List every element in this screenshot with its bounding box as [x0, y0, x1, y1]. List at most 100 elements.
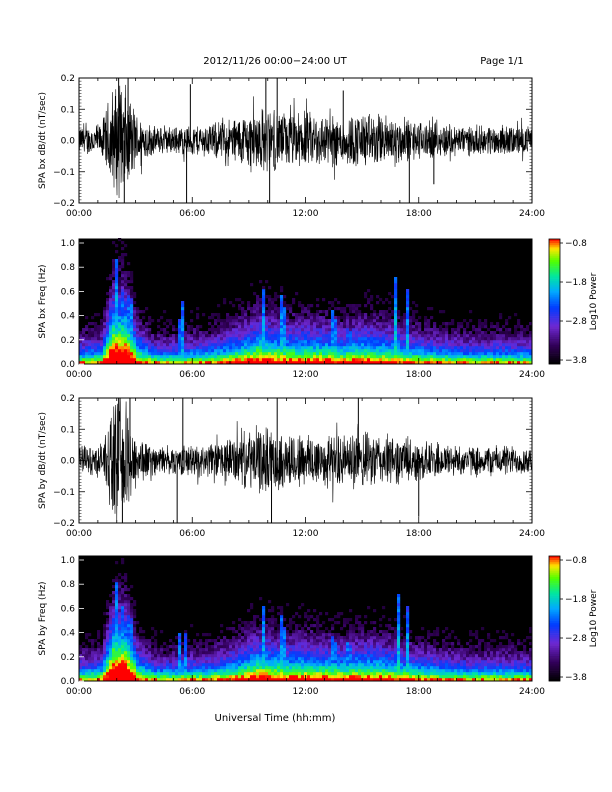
spectrogram-cell	[385, 328, 389, 332]
spectrogram-cell	[133, 654, 137, 658]
spectrogram-cell	[133, 337, 137, 341]
spectrogram-cell	[394, 322, 398, 326]
spectrogram-cell	[256, 328, 260, 332]
spectrogram-cell	[412, 349, 416, 353]
spectrogram-cell	[166, 325, 170, 329]
spectrogram-cell	[124, 573, 128, 577]
spectrogram-cell	[196, 675, 200, 679]
spectrogram-cell	[391, 678, 395, 682]
spectrogram-cell	[211, 639, 215, 643]
spectrogram-cell	[151, 340, 155, 344]
spectrogram-cell	[235, 669, 239, 673]
spectrogram-cell	[103, 639, 107, 643]
x-tick-label: 00:00	[66, 370, 92, 380]
spectrogram-cell	[118, 316, 122, 320]
spectrogram-cell	[499, 328, 503, 332]
spectrogram-cell	[280, 630, 284, 634]
spectrogram-cell	[148, 361, 152, 365]
spectrogram-cell	[364, 304, 368, 308]
spectrogram-cell	[151, 355, 155, 359]
spectrogram-cell	[265, 325, 269, 329]
spectrogram-cell	[139, 660, 143, 664]
spectrogram-cell	[421, 340, 425, 344]
spectrogram-cell	[370, 337, 374, 341]
spectrogram-cell	[154, 343, 158, 347]
spectrogram-cell	[442, 331, 446, 335]
spectrogram-cell	[226, 343, 230, 347]
spectrogram-cell	[358, 349, 362, 353]
spectrogram-cell	[223, 645, 227, 649]
spectrogram-cell	[106, 313, 110, 317]
spectrogram-cell	[325, 313, 329, 317]
spectrogram-cell	[133, 633, 137, 637]
spectrogram-cell	[295, 627, 299, 631]
spectrogram-cell	[259, 633, 263, 637]
spectrogram-cell	[361, 349, 365, 353]
spectrogram-cell	[148, 328, 152, 332]
spectrogram-cell	[103, 660, 107, 664]
spectrogram-cell	[127, 678, 131, 682]
spectrogram-cell	[490, 340, 494, 344]
spectrogram-cell	[187, 654, 191, 658]
spectrogram-cell	[490, 325, 494, 329]
spectrogram-cell	[187, 337, 191, 341]
spectrogram-cell	[370, 678, 374, 682]
spectrogram-cell	[211, 678, 215, 682]
spectrogram-cell	[208, 666, 212, 670]
spectrogram-cell	[256, 648, 260, 652]
panel-4: 1.00.80.60.40.20.0−0.8−1.8−2.8−3.8Log10 …	[38, 555, 599, 697]
spectrogram-cell	[94, 358, 98, 362]
spectrogram-cell	[403, 352, 407, 356]
spectrogram-cell	[223, 355, 227, 359]
spectrogram-cell	[253, 663, 257, 667]
spectrogram-cell	[367, 639, 371, 643]
spectrogram-cell	[121, 654, 125, 658]
spectrogram-cell	[406, 349, 410, 353]
spectrogram-cell	[280, 310, 284, 314]
colorbar-segment	[549, 255, 560, 259]
spectrogram-cell	[352, 352, 356, 356]
spectrogram-cell	[286, 331, 290, 335]
spectrogram-cell	[178, 355, 182, 359]
spectrogram-cell	[472, 346, 476, 350]
spectrogram-cell	[124, 576, 128, 580]
spectrogram-cell	[307, 334, 311, 338]
spectrogram-cell	[106, 624, 110, 628]
spectrogram-cell	[121, 325, 125, 329]
spectrogram-cell	[100, 654, 104, 658]
spectrogram-cell	[85, 346, 89, 350]
spectrogram-cell	[391, 322, 395, 326]
spectrogram-cell	[301, 627, 305, 631]
spectrogram-cell	[109, 630, 113, 634]
spectrogram-cell	[334, 645, 338, 649]
spectrogram-cell	[328, 346, 332, 350]
spectrogram-cell	[235, 645, 239, 649]
spectrogram-cell	[391, 310, 395, 314]
spectrogram-cell	[151, 352, 155, 356]
spectrogram-cell	[292, 615, 296, 619]
spectrogram-cell	[334, 331, 338, 335]
spectrogram-cell	[235, 349, 239, 353]
spectrogram-cell	[385, 322, 389, 326]
spectrogram-cell	[133, 651, 137, 655]
spectrogram-cell	[151, 675, 155, 679]
spectrogram-cell	[274, 343, 278, 347]
spectrogram-cell	[277, 636, 281, 640]
spectrogram-cell	[466, 322, 470, 326]
spectrogram-cell	[91, 654, 95, 658]
spectrogram-cell	[142, 636, 146, 640]
spectrogram-cell	[127, 307, 131, 311]
spectrogram-cell	[118, 298, 122, 302]
spectrogram-cell	[145, 307, 149, 311]
spectrogram-cell	[331, 663, 335, 667]
spectrogram-cell	[196, 361, 200, 365]
spectrogram-cell	[268, 346, 272, 350]
spectrogram-cell	[478, 346, 482, 350]
spectrogram-cell	[205, 642, 209, 646]
spectrogram-cell	[262, 630, 266, 634]
y-axis-label: SPA bx dB/dt (nT/sec)	[38, 92, 48, 189]
spectrogram-cell	[112, 310, 116, 314]
spectrogram-cell	[289, 337, 293, 341]
spectrogram-cell	[88, 334, 92, 338]
spectrogram-cell	[439, 337, 443, 341]
